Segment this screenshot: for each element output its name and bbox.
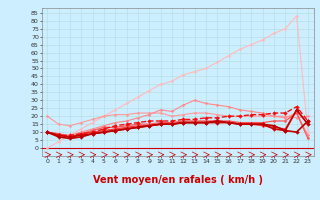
X-axis label: Vent moyen/en rafales ( km/h ): Vent moyen/en rafales ( km/h ) <box>92 175 263 185</box>
